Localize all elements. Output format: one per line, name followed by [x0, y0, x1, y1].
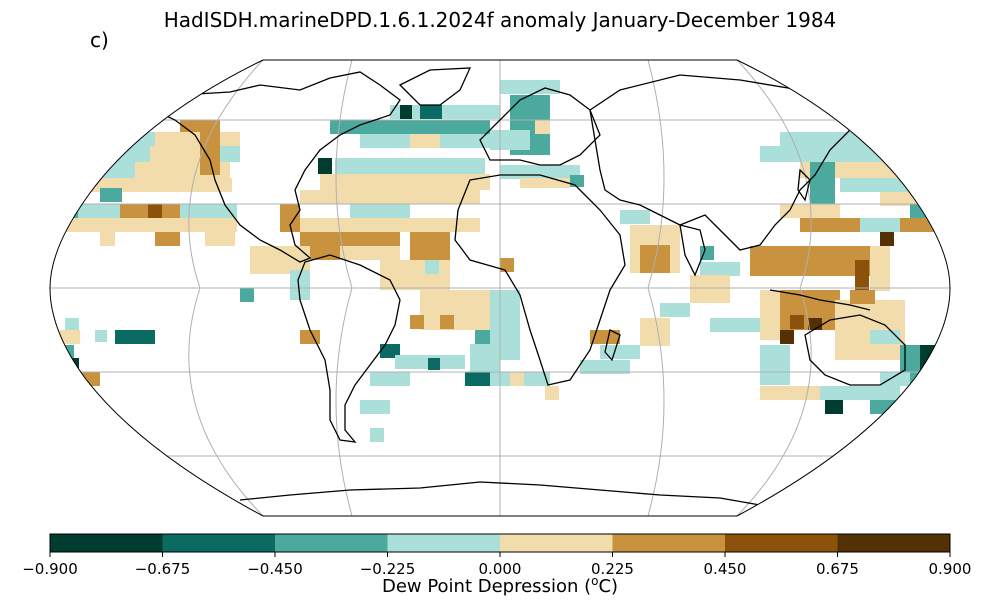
graticule-lines [50, 60, 950, 516]
colorbar-tick-label: 0.225 [591, 560, 634, 578]
colorbar-swatches [50, 534, 951, 552]
colorbar-swatch [387, 534, 501, 552]
colorbar-tick-label: −0.450 [247, 560, 303, 578]
colorbar-tick-label: 0.000 [479, 560, 522, 578]
colorbar-tick-label: 0.450 [704, 560, 747, 578]
colorbar-swatch [612, 534, 726, 552]
colorbar-label: Dew Point Depression (oC) [381, 574, 619, 597]
map-title: HadISDH.marineDPD.1.6.1.2024f anomaly Ja… [163, 8, 837, 32]
colorbar-swatch [500, 534, 613, 552]
colorbar-tick-label: −0.225 [360, 560, 416, 578]
world-map [49, 59, 951, 517]
map-boundary [49, 59, 951, 517]
colorbar-tick-label: 0.675 [816, 560, 859, 578]
colorbar-ticks: −0.900 −0.675 −0.450 −0.225 0.000 0.225 0.450 0… [22, 552, 971, 578]
colorbar-swatch [725, 534, 838, 552]
colorbar-tick-label: 0.900 [929, 560, 972, 578]
panel-label: c) [90, 28, 109, 52]
colorbar-swatch [162, 534, 276, 552]
coastlines [148, 67, 931, 506]
colorbar-tick-label: −0.675 [135, 560, 191, 578]
colorbar-swatch [50, 534, 163, 552]
colorbar-swatch [275, 534, 388, 552]
colorbar-tick-label: −0.900 [22, 560, 78, 578]
colorbar-swatch [837, 534, 951, 552]
